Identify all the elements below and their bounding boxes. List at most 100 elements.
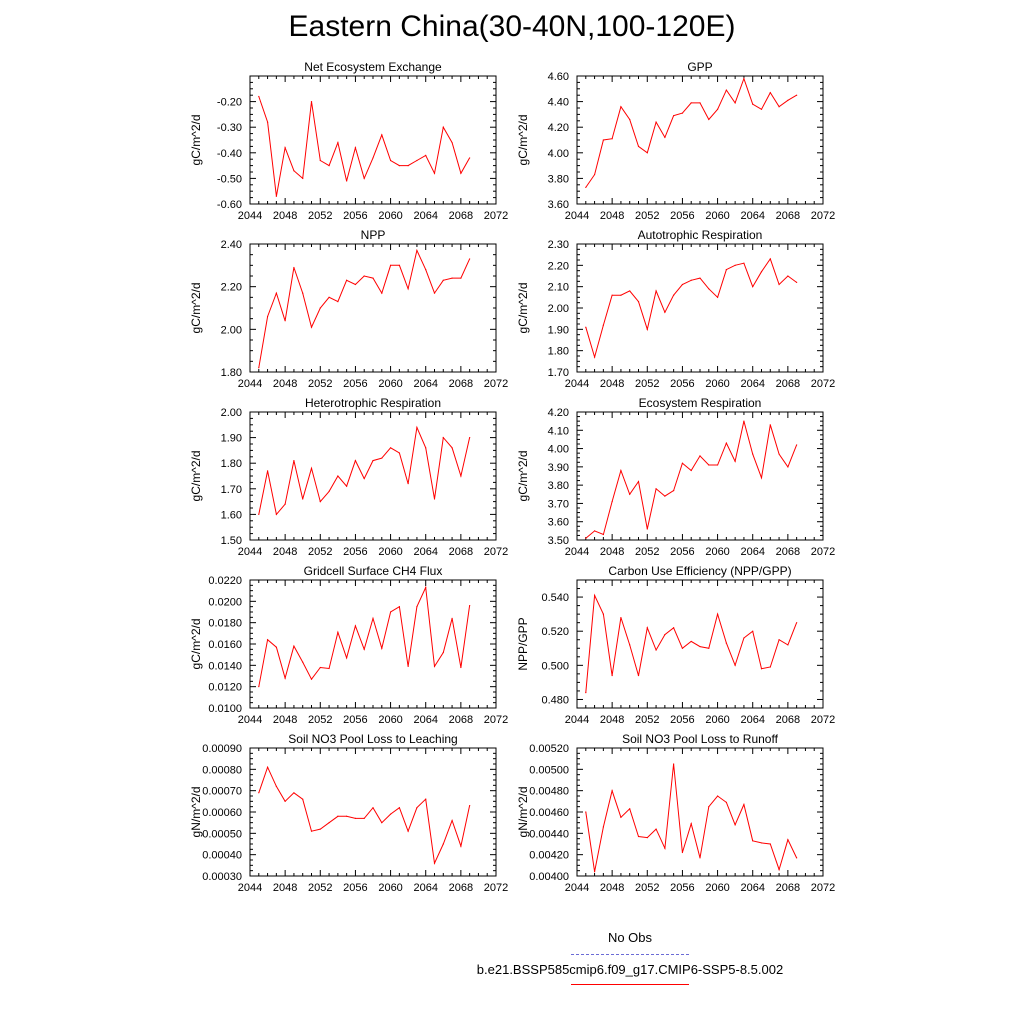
data-point: [602, 826, 604, 828]
y-tick-label: 2.20: [221, 282, 242, 294]
legend-model-label: b.e21.BSSP585cmip6.f09_g17.CMIP6-SSP5-8.…: [476, 962, 784, 977]
x-tick-label: 2048: [273, 882, 297, 894]
y-axis-label: gC/m^2/d: [189, 619, 203, 670]
data-point: [716, 795, 719, 797]
data-point: [611, 674, 613, 677]
data-point: [266, 470, 269, 472]
data-point: [708, 118, 710, 121]
data-point: [743, 420, 745, 422]
y-tick-label: 0.00040: [202, 850, 242, 862]
y-tick-label: 0.480: [541, 694, 569, 706]
panel-8: Carbon Use Efficiency (NPP/GPP) NPP/GPP 20…: [516, 564, 835, 726]
data-point: [433, 498, 436, 500]
x-tick-label: 2052: [635, 378, 659, 390]
data-point: [769, 92, 771, 94]
y-tick-label: 0.00500: [529, 764, 569, 776]
x-tick-label: 2064: [740, 714, 764, 726]
x-tick-label: 2072: [484, 546, 508, 558]
panel-5: Heterotrophic Respiration gC/m^2/d 2044 204…: [189, 396, 508, 558]
x-tick-label: 2056: [343, 378, 367, 390]
data-point: [752, 286, 754, 288]
panel-3: NPP gC/m^2/d 2044 2048 2052 2056 2060 2064 2068 2…: [189, 228, 508, 390]
data-point: [337, 815, 339, 817]
data-point: [690, 823, 692, 825]
x-tick-label: 2044: [565, 714, 589, 726]
data-point: [416, 807, 418, 809]
data-point: [664, 847, 666, 849]
panel-4: Autotrophic Respiration gC/m^2/d 2044 2048 2…: [516, 228, 835, 390]
data-point: [602, 613, 604, 615]
data-point: [585, 537, 587, 539]
x-tick-label: 2064: [413, 378, 437, 390]
panel-10: Soil NO3 Pool Loss to Runoff gN/m^2/d 2044…: [516, 732, 835, 894]
data-point: [451, 447, 453, 449]
x-tick-label: 2048: [600, 714, 624, 726]
data-point: [337, 141, 339, 144]
data-point: [293, 460, 295, 462]
data-point: [664, 136, 666, 139]
panel-2: GPP gC/m^2/d 2044 2048 2052 2056 2060 2064 2068 2…: [516, 60, 835, 222]
data-point: [725, 269, 727, 271]
data-point: [725, 89, 727, 91]
data-point: [372, 807, 374, 809]
y-tick-label: 0.00440: [529, 828, 569, 840]
y-axis-label: gN/m^2/d: [189, 787, 203, 838]
x-tick-label: 2068: [776, 714, 800, 726]
x-tick-label: 2044: [238, 546, 262, 558]
data-point: [442, 651, 444, 654]
y-tick-label: 0.0120: [208, 682, 242, 694]
data-point: [346, 180, 348, 182]
x-tick-label: 2064: [740, 210, 764, 222]
data-point: [372, 277, 374, 279]
data-point: [407, 830, 409, 832]
x-tick-label: 2056: [343, 882, 367, 894]
y-tick-label: 1.80: [548, 346, 569, 358]
data-point: [725, 442, 727, 444]
y-axis-label: gC/m^2/d: [189, 115, 203, 166]
data-point: [275, 646, 277, 648]
x-tick-label: 2056: [670, 210, 694, 222]
y-tick-label: 0.00480: [529, 786, 569, 798]
data-point: [372, 460, 374, 462]
data-point: [778, 453, 780, 455]
data-point: [637, 145, 640, 147]
x-tick-label: 2056: [343, 714, 367, 726]
x-tick-label: 2072: [811, 378, 835, 390]
data-point: [337, 631, 339, 633]
data-point: [734, 460, 736, 462]
data-point: [611, 501, 613, 503]
x-tick-label: 2048: [600, 882, 624, 894]
data-point: [611, 138, 613, 140]
data-point: [646, 528, 648, 530]
legend-obs-line: [571, 954, 689, 955]
y-tick-label: 1.70: [548, 367, 569, 379]
data-point: [716, 613, 719, 615]
data-point: [442, 843, 444, 845]
series-line: [258, 765, 471, 865]
y-tick-label: 0.0140: [208, 660, 242, 672]
x-tick-label: 2052: [308, 882, 332, 894]
data-point: [664, 495, 666, 497]
panel-title: GPP: [687, 60, 712, 74]
data-point: [620, 616, 622, 619]
x-tick-label: 2068: [449, 378, 473, 390]
data-point: [602, 324, 604, 326]
data-point: [778, 283, 780, 286]
data-point: [460, 845, 462, 847]
data-point: [319, 159, 321, 162]
data-point: [266, 639, 269, 641]
data-point: [398, 606, 400, 608]
data-point: [425, 586, 427, 589]
x-tick-label: 2044: [565, 882, 589, 894]
data-point: [416, 249, 418, 251]
x-tick-label: 2072: [811, 882, 835, 894]
x-tick-label: 2060: [378, 882, 402, 894]
y-tick-label: -0.60: [217, 199, 242, 211]
x-tick-label: 2064: [413, 546, 437, 558]
x-tick-label: 2052: [635, 546, 659, 558]
data-point: [381, 647, 383, 649]
data-point: [743, 77, 745, 80]
data-point: [796, 281, 798, 283]
y-axis-label: gC/m^2/d: [189, 283, 203, 334]
